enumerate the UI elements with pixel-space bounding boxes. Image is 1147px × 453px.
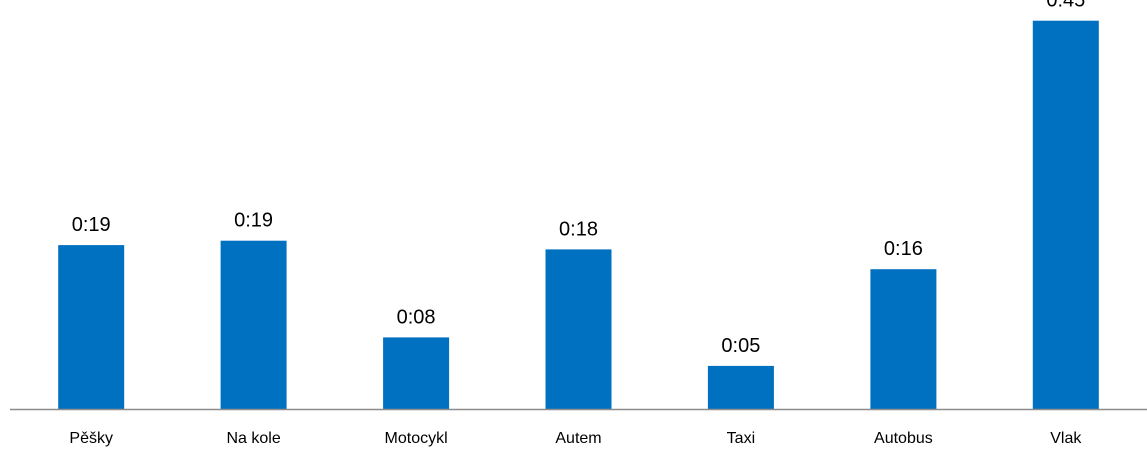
data-label-1: 0:19	[234, 210, 273, 232]
data-label-2: 0:08	[397, 306, 436, 328]
data-label-5: 0:16	[884, 238, 923, 260]
data-label-6: 0:45	[1046, 0, 1085, 12]
x-tick-label-3: Autem	[555, 430, 601, 447]
x-tick-label-5: Autobus	[874, 430, 933, 447]
bar-6	[1032, 20, 1099, 409]
x-tick-labels-group: Pěšky Na kole Motocykl Autem Taxi Autobus Vlak	[69, 430, 1082, 447]
x-tick-label-2: Motocykl	[385, 430, 448, 447]
data-label-3: 0:18	[559, 218, 598, 240]
data-labels-group: 0:19 0:19 0:08 0:18 0:05 0:16 0:45	[72, 0, 1086, 357]
bar-2	[383, 337, 450, 409]
bar-0	[58, 245, 125, 409]
bar-3	[545, 249, 612, 409]
x-tick-label-1: Na kole	[226, 430, 280, 447]
x-tick-label-6: Vlak	[1050, 430, 1082, 447]
bars-group	[58, 20, 1099, 409]
bar-5	[870, 269, 937, 409]
data-label-0: 0:19	[72, 214, 111, 236]
x-tick-label-0: Pěšky	[69, 430, 113, 447]
bar-4	[707, 365, 774, 409]
x-tick-label-4: Taxi	[727, 430, 755, 447]
data-label-4: 0:05	[721, 335, 760, 357]
bar-1	[220, 240, 287, 409]
